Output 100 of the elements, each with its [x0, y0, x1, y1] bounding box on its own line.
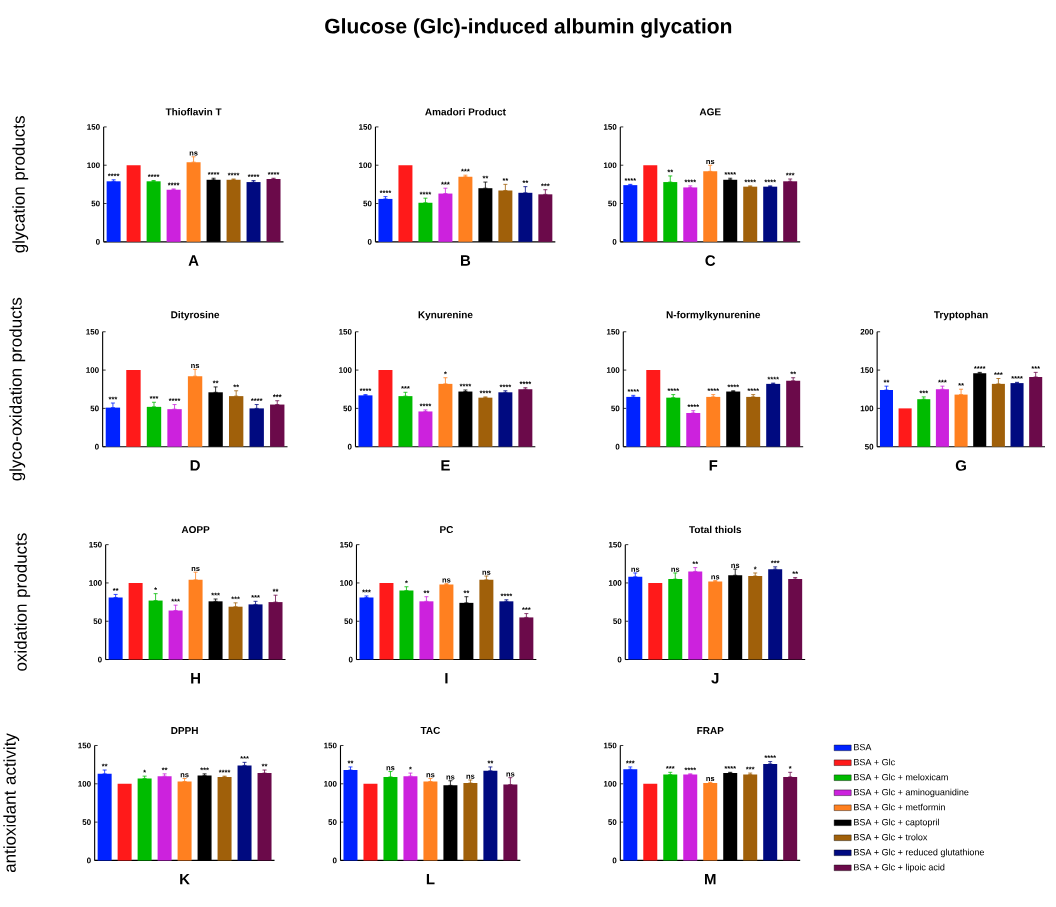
bar — [105, 407, 121, 447]
legend-label: BSA + Glc + meloxicam — [854, 773, 948, 781]
legend-label: BSA + Glc — [854, 758, 895, 766]
bar — [479, 579, 494, 660]
bar — [683, 774, 698, 861]
bar — [383, 776, 398, 861]
bar — [483, 770, 498, 861]
bar — [418, 411, 433, 447]
bar — [743, 774, 758, 861]
bar — [226, 179, 241, 242]
x-axis-title: G — [955, 460, 966, 471]
bar — [643, 783, 658, 861]
x-axis-title: A — [188, 255, 199, 266]
x-axis-title: B — [460, 255, 471, 266]
bar — [137, 778, 152, 861]
y-axis-title: glyco-oxidation products — [9, 297, 26, 481]
bar — [748, 575, 763, 660]
chart-title: Thioflavin T — [165, 107, 222, 116]
legend-label: BSA + Glc + aminoguanidine — [854, 788, 969, 797]
bar — [478, 397, 493, 447]
bar — [97, 773, 112, 861]
chart-title: Amadori Product — [425, 107, 506, 116]
bar — [783, 776, 798, 861]
bar — [623, 184, 638, 242]
x-axis-title: F — [709, 460, 718, 471]
chart-title: Total thiols — [689, 525, 742, 533]
bar — [768, 568, 783, 660]
legend-label: BSA + Glc + metformin — [854, 803, 945, 811]
bar — [663, 181, 678, 242]
bar — [763, 186, 778, 242]
bar — [458, 176, 473, 242]
bar — [648, 582, 663, 660]
bar — [646, 369, 661, 447]
x-axis-title: C — [705, 255, 716, 266]
bar — [746, 396, 761, 447]
bar — [703, 782, 718, 861]
bar — [439, 584, 454, 660]
y-axis-title: glycation products — [12, 115, 29, 253]
bar — [438, 193, 453, 242]
legend-label: BSA + Glc + reduced glutathione — [854, 848, 984, 857]
chart-title: DPPH — [171, 726, 198, 734]
bar — [266, 178, 281, 242]
bar — [168, 610, 183, 660]
bar — [167, 408, 182, 447]
x-axis-title: K — [180, 873, 190, 885]
bar — [766, 383, 781, 447]
chart-title: N-formylkynurenine — [666, 310, 761, 321]
bar — [643, 165, 658, 242]
bar — [538, 194, 553, 242]
bar — [108, 597, 123, 660]
bar — [438, 383, 453, 447]
bar — [706, 396, 721, 447]
legend-label: BSA + Glc + lipoic acid — [854, 863, 945, 872]
chart-title: AGE — [699, 108, 721, 116]
bar — [358, 395, 373, 447]
bar — [743, 186, 758, 242]
legend-label: BSA — [854, 743, 872, 751]
bar — [763, 763, 778, 861]
x-axis-title: J — [711, 672, 719, 684]
bar — [228, 395, 244, 447]
bar — [686, 412, 701, 447]
bar — [228, 606, 243, 660]
bar — [423, 781, 438, 861]
bar — [399, 590, 414, 660]
bar — [419, 601, 434, 660]
bar — [683, 187, 698, 242]
bar — [498, 392, 513, 447]
bar — [688, 571, 703, 660]
bar — [270, 404, 285, 447]
bar — [363, 783, 378, 861]
bar — [248, 604, 263, 660]
bar — [623, 769, 638, 861]
bar — [463, 782, 478, 861]
bar — [378, 198, 393, 242]
bar — [708, 581, 723, 660]
text: Glucose (Glc)-induced albumin glycation — [325, 17, 732, 38]
bar — [663, 774, 678, 861]
chart-title: Kynurenine — [418, 310, 473, 321]
bar — [666, 397, 681, 447]
chart-title: Tryptophan — [933, 310, 988, 321]
bar — [518, 389, 533, 447]
chart-title: TAC — [420, 726, 441, 734]
y-axis-title: oxidation products — [14, 533, 31, 671]
legend-label: BSA + Glc + captopril — [854, 818, 939, 827]
bar — [126, 369, 141, 447]
chart-title: AOPP — [181, 525, 210, 533]
bar — [186, 161, 201, 242]
bar — [788, 578, 803, 660]
bar — [177, 781, 192, 861]
bar — [237, 765, 252, 861]
x-axis-title: L — [426, 873, 435, 885]
x-axis-title: H — [191, 672, 200, 684]
bar — [117, 783, 132, 861]
chart-title: FRAP — [697, 726, 724, 734]
bar — [499, 601, 514, 660]
bar — [626, 396, 641, 447]
bar — [783, 181, 798, 242]
bar — [668, 578, 683, 660]
bar — [378, 369, 393, 447]
bar — [786, 380, 801, 447]
